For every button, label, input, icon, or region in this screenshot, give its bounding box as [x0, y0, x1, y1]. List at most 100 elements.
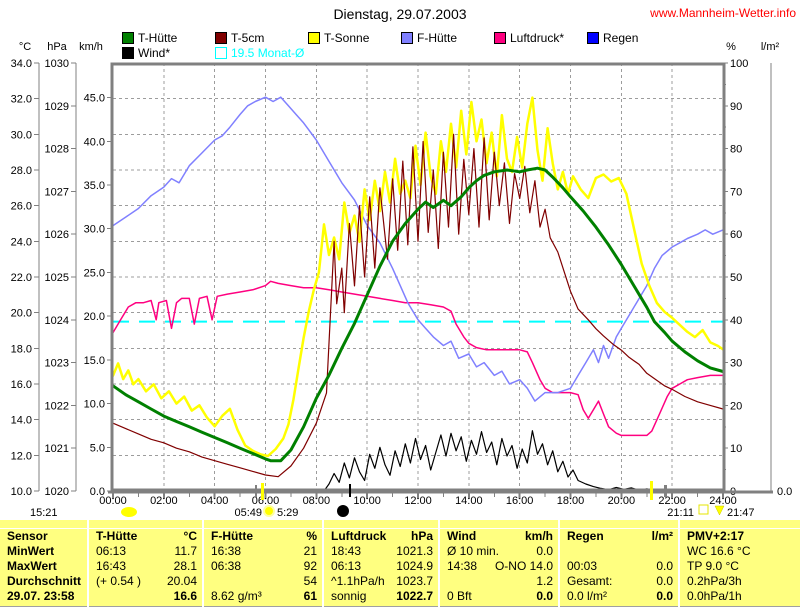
table-cell-luftdruck-row2: ^1.1hPa/h 1023.7 — [324, 574, 438, 589]
cell-value: 0.0 — [536, 544, 553, 558]
legend-label: Luftdruck* — [510, 31, 565, 45]
axis-label: 50 — [730, 272, 742, 284]
cell-label: 00:03 — [567, 559, 598, 573]
open-square-icon — [698, 504, 709, 515]
cell-label: 0.0hPa/1h — [687, 589, 742, 603]
table-cell-rowlabel-3: Durchschnitt — [0, 574, 87, 589]
axis-label: 34.0 — [11, 58, 32, 70]
moon-tick — [349, 484, 351, 497]
axis-label: hPa — [47, 41, 67, 53]
axis-label: % — [726, 41, 736, 53]
table-cell-t-h-tte-row3: 16.6 — [89, 589, 202, 604]
cell-value: km/h — [524, 529, 553, 543]
cell-value: 16.6 — [173, 589, 197, 603]
new-moon-icon — [337, 505, 349, 517]
axis-label: 1026 — [45, 229, 69, 241]
table-cell-f-h-tte-row3: 8.62 g/m³ 61 — [204, 589, 322, 604]
dawn-tick — [255, 485, 257, 497]
cell-value: 92 — [303, 559, 317, 573]
table-cell-luftdruck-header: Luftdruck hPa — [324, 529, 438, 544]
cell-label: WC 16.6 °C — [687, 544, 751, 558]
series-t-h-tte-line — [111, 166, 725, 463]
site-link[interactable]: www.Mannheim-Wetter.info — [650, 6, 796, 20]
table-column-pmv-2-17: PMV+2:17 WC 16.6 °C TP 9.0 °C 0.2hPa/3h 0.0h… — [678, 520, 800, 610]
cell-label: 16:43 — [96, 559, 127, 573]
axis-label: 20.0 — [84, 311, 105, 323]
axis-label: 08:00 — [303, 495, 331, 507]
axis-label: 1024 — [45, 315, 69, 327]
cell-value: 20.04 — [166, 574, 197, 588]
moon-phase-icon — [121, 507, 137, 517]
axis-label: 10.0 — [11, 486, 32, 498]
table-cell-pmv-2-17-row2: 0.2hPa/3h — [680, 574, 800, 589]
cell-label: T-Hütte — [96, 529, 138, 543]
cell-label: Luftdruck — [331, 529, 387, 543]
legend-swatch-icon — [494, 32, 506, 44]
cell-label: 16:38 — [211, 544, 242, 558]
dusk-time: 21:47 — [727, 507, 755, 519]
table-bottom-border — [0, 606, 800, 610]
cell-value: % — [306, 529, 317, 543]
axis-label: 70 — [730, 186, 742, 198]
legend-label: T-5cm — [231, 31, 265, 45]
series-wind-line — [112, 430, 724, 492]
legend-swatch-icon — [308, 32, 320, 44]
down-arrow-icon — [714, 505, 725, 516]
table-cell-rowlabel-2: MaxWert — [0, 559, 87, 574]
cell-label: Wind — [447, 529, 477, 543]
cell-label: Ø 10 min. — [447, 544, 500, 558]
legend-swatch-icon — [122, 47, 134, 59]
cell-label: (+ 0.54 ) — [96, 574, 142, 588]
sunrise-tick — [261, 483, 264, 500]
table-column-t-h-tte: T-Hütte °C 06:13 11.7 16:43 28.1 (+ 0.54 ) 20.0… — [87, 520, 202, 610]
cell-label: MaxWert — [7, 559, 57, 573]
axis-label: 00:00 — [99, 495, 127, 507]
axis-label: 20:00 — [608, 495, 636, 507]
axis-label: °C — [19, 41, 31, 53]
cell-label: ^1.1hPa/h — [331, 574, 385, 588]
plot-frame — [110, 62, 726, 492]
cell-value: 1021.3 — [396, 544, 433, 558]
cell-value: 0.0 — [656, 574, 673, 588]
table-cell-wind-row0: Ø 10 min. 0.0 — [440, 544, 558, 559]
legend-item-luftdruck: Luftdruck* — [494, 31, 587, 45]
cell-label — [89, 589, 96, 604]
cell-label: Regen — [567, 529, 604, 543]
axis-label: 14.0 — [11, 415, 32, 427]
dusk-tick — [664, 485, 667, 497]
cell-label — [204, 574, 211, 589]
axis-label: 5.0 — [90, 442, 105, 454]
axis-label: 1022 — [45, 400, 69, 412]
cell-value: 21 — [303, 544, 317, 558]
weather-chart: 34.0 32.0 30.0 28.0 26.0 24.0 22.0 20.0 18.0 16.0… — [11, 41, 793, 519]
table-cell-luftdruck-row0: 18:43 1021.3 — [324, 544, 438, 559]
table-cell-f-h-tte-row2: 54 — [204, 574, 322, 589]
axis-label: 26.0 — [11, 201, 32, 213]
table-cell-pmv-2-17-row0: WC 16.6 °C — [680, 544, 800, 559]
legend-label: T-Hütte — [138, 31, 178, 45]
legend-swatch-icon — [587, 32, 599, 44]
sunset-time: 21:11 — [667, 507, 694, 519]
axis-label: km/h — [79, 41, 103, 53]
axis-label: 20.0 — [11, 308, 32, 320]
cell-label: 06:38 — [211, 559, 242, 573]
axis-label: 18:00 — [557, 495, 585, 507]
table-cell-t-h-tte-header: T-Hütte °C — [89, 529, 202, 544]
legend-row: T-Hütte T-5cm T-Sonne F-Hütte Luftdruck* Rege… — [122, 31, 680, 45]
axis-label: 0.0 — [777, 486, 792, 498]
axis-label: l/m² — [761, 41, 780, 53]
cell-value: 54 — [303, 574, 317, 588]
cell-label: 06:13 — [331, 559, 362, 573]
cell-label: 0.2hPa/3h — [687, 574, 742, 588]
cell-label: 29.07. 23:58 — [7, 589, 75, 603]
legend-label: F-Hütte — [417, 31, 458, 45]
table-cell-regen-row3: 0.0 l/m² 0.0 — [560, 589, 678, 604]
cell-value: 28.1 — [173, 559, 197, 573]
legend-row: Wind* 19.5 Monat-Ø — [122, 46, 680, 60]
cell-value: l/m² — [651, 529, 673, 543]
axis-label: 0.0 — [90, 486, 105, 498]
cell-value: 1023.7 — [396, 574, 433, 588]
axis-label: 1020 — [45, 486, 69, 498]
cell-label: MinWert — [7, 544, 55, 558]
